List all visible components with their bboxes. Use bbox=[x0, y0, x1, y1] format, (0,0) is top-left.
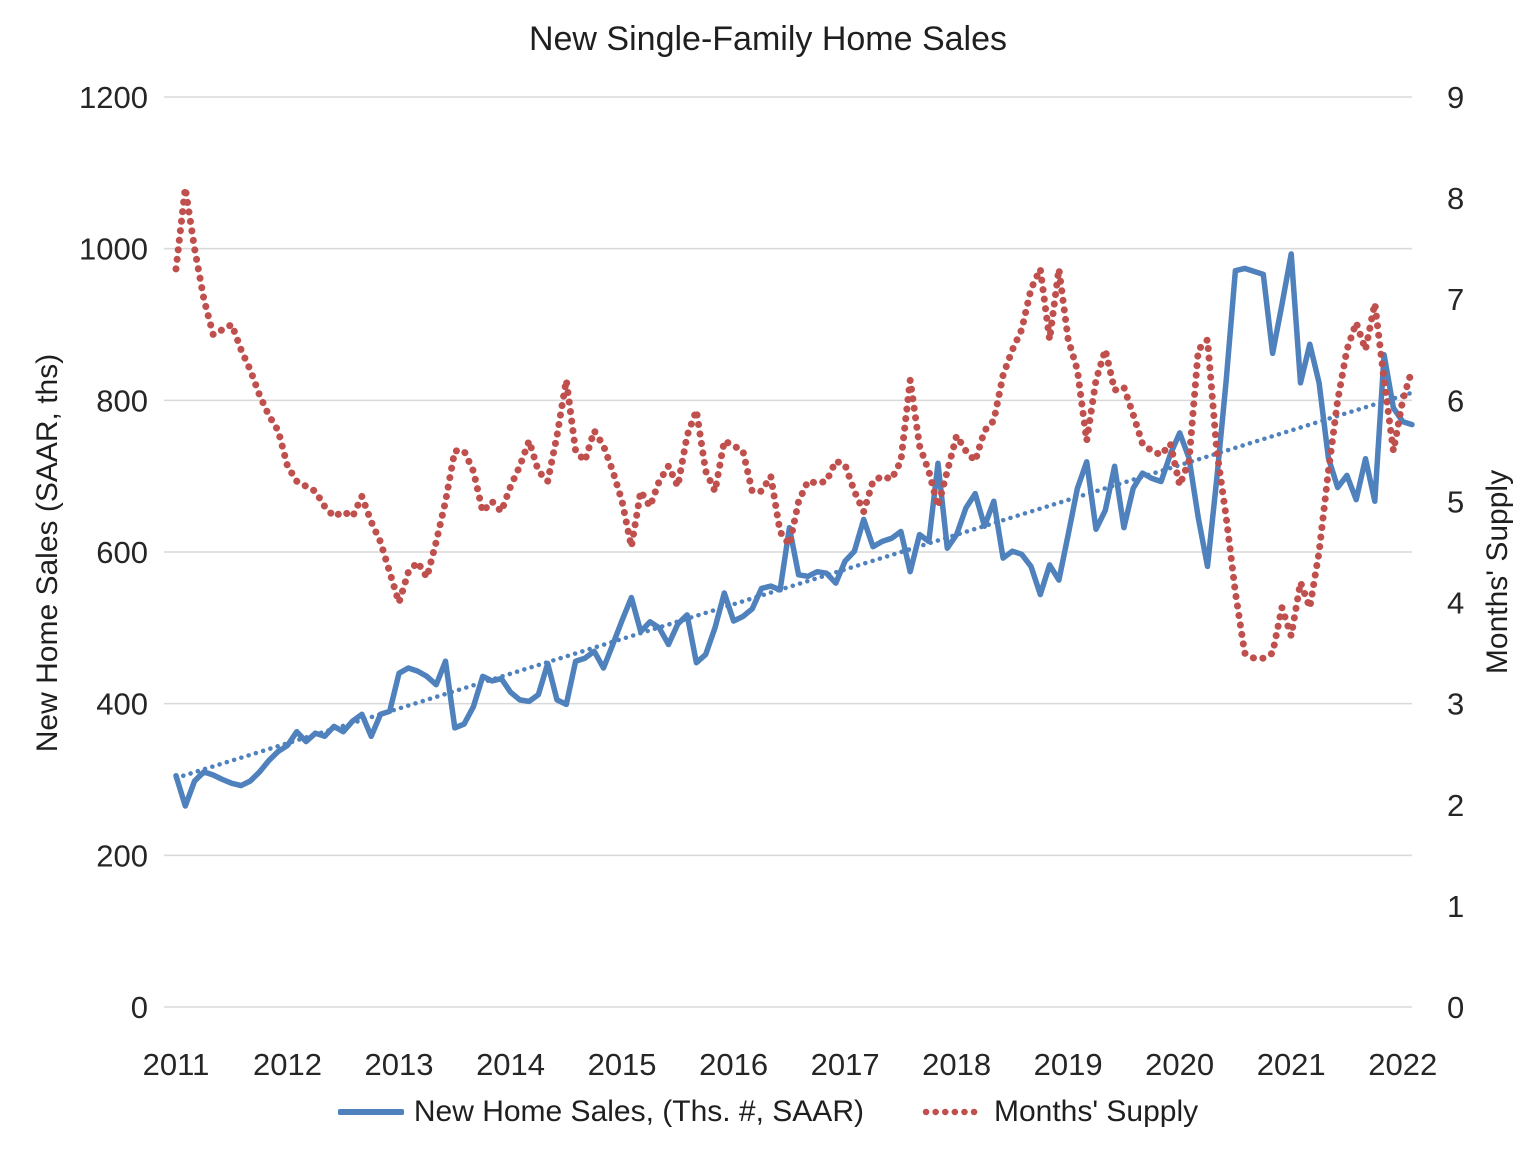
legend-item-sales: New Home Sales, (Ths. #, SAAR) bbox=[337, 1095, 864, 1129]
x-tick-label: 2017 bbox=[811, 1047, 880, 1082]
y-right-tick-label: 5 bbox=[1447, 484, 1464, 519]
legend-sales-label: New Home Sales, (Ths. #, SAAR) bbox=[413, 1095, 864, 1128]
y-right-tick-label: 6 bbox=[1447, 383, 1464, 418]
y-left-tick-label: 200 bbox=[96, 838, 148, 873]
x-tick-label: 2011 bbox=[143, 1047, 210, 1082]
legend-sales-line-icon bbox=[337, 1109, 404, 1115]
trendline bbox=[173, 390, 1415, 781]
y-right-tick-label: 2 bbox=[1447, 788, 1464, 823]
x-tick-label: 2012 bbox=[253, 1047, 322, 1082]
legend-supply-dotted-icon bbox=[922, 1108, 984, 1116]
y-right-tick-label: 3 bbox=[1447, 687, 1464, 722]
y-right-tick-label: 9 bbox=[1447, 80, 1464, 115]
y-right-tick-label: 8 bbox=[1447, 181, 1464, 216]
y-right-tick-label: 7 bbox=[1447, 282, 1464, 317]
y-left-tick-label: 1000 bbox=[79, 232, 148, 267]
supply-line bbox=[172, 184, 1416, 662]
x-tick-label: 2016 bbox=[699, 1047, 768, 1082]
x-tick-label: 2019 bbox=[1034, 1047, 1103, 1082]
chart-title: New Single-Family Home Sales bbox=[528, 20, 1008, 58]
sales-line bbox=[173, 251, 1415, 809]
y-left-tick-label: 0 bbox=[131, 990, 148, 1025]
x-tick-label: 2013 bbox=[365, 1047, 434, 1082]
x-tick-label: 2021 bbox=[1257, 1047, 1326, 1082]
y-left-tick-label: 1200 bbox=[79, 80, 148, 115]
legend-supply-label: Months' Supply bbox=[993, 1095, 1199, 1128]
x-tick-label: 2014 bbox=[476, 1047, 545, 1082]
y-left-tick-label: 800 bbox=[96, 383, 148, 418]
x-tick-label: 2018 bbox=[922, 1047, 991, 1082]
legend-item-supply: Months' Supply bbox=[922, 1095, 1198, 1129]
x-tick-label: 2022 bbox=[1368, 1047, 1437, 1082]
x-tick-label: 2015 bbox=[588, 1047, 657, 1082]
y-left-tick-label: 600 bbox=[96, 535, 148, 570]
y-left-tick-label: 400 bbox=[96, 687, 148, 722]
y-right-tick-label: 1 bbox=[1447, 889, 1464, 924]
x-tick-label: 2020 bbox=[1145, 1047, 1214, 1082]
y-right-tick-label: 4 bbox=[1447, 586, 1464, 621]
chart-legend: New Home Sales, (Ths. #, SAAR) Months' S… bbox=[0, 1088, 1536, 1136]
y-right-tick-label: 0 bbox=[1447, 990, 1464, 1025]
